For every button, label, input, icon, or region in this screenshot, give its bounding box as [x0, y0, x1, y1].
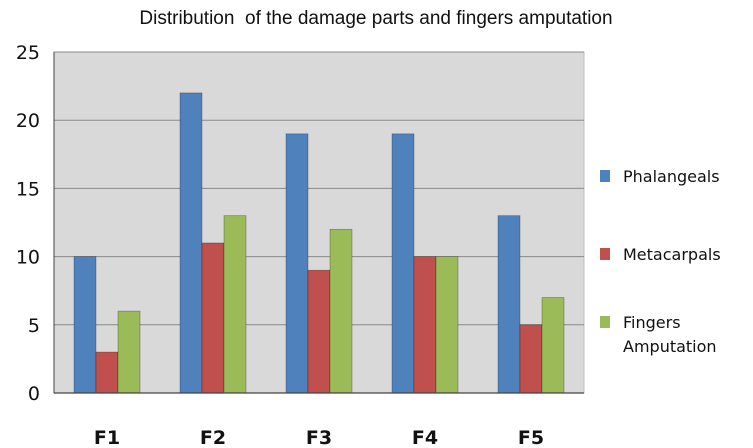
y-tick-label: 10: [16, 247, 40, 269]
bar: [497, 215, 521, 394]
y-tick-label: 20: [16, 110, 40, 132]
gridlines: [54, 51, 584, 326]
legend-label: Fingers: [623, 313, 681, 332]
y-tick-label: 25: [16, 42, 40, 64]
legend-label: Amputation: [623, 337, 717, 356]
legend-label: Metacarpals: [623, 245, 721, 264]
bar: [541, 297, 565, 394]
bar: [73, 256, 97, 394]
bar: [179, 92, 203, 394]
legend-label: Phalangeals: [623, 167, 720, 186]
bar: [95, 351, 119, 394]
x-tick-label: F2: [200, 427, 226, 448]
legend-swatch: [600, 170, 610, 182]
bar: [223, 215, 247, 394]
legend: Phalangeals Metacarpals Fingers Amputation: [600, 167, 721, 356]
bar: [329, 228, 353, 394]
y-tick-label: 5: [28, 315, 40, 337]
x-tick-label: F1: [94, 427, 120, 448]
legend-swatch: [600, 316, 610, 328]
bar: [391, 133, 415, 394]
bar: [519, 324, 543, 394]
bar: [201, 242, 225, 394]
bars: [73, 92, 565, 394]
bar: [413, 256, 437, 394]
x-tick-label: F4: [412, 427, 438, 448]
x-axis-labels: F1 F2 F3 F4 F5: [94, 427, 544, 448]
bar: [117, 310, 141, 394]
bar: [435, 256, 459, 394]
chart-title: Distribution of the damage parts and fin…: [139, 8, 612, 29]
y-tick-label: 0: [28, 383, 40, 405]
legend-swatch: [600, 248, 610, 260]
y-axis-ticks: 0 5 10 15 20 25: [16, 42, 40, 405]
y-tick-label: 15: [16, 178, 40, 200]
bar: [307, 269, 331, 394]
x-tick-label: F3: [306, 427, 332, 448]
bar: [285, 133, 309, 394]
x-tick-label: F5: [518, 427, 544, 448]
